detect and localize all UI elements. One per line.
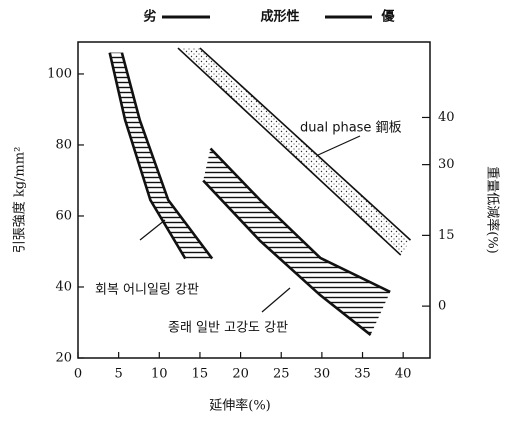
y2-tick-label: 0 — [438, 299, 446, 314]
x-tick-label: 35 — [354, 367, 371, 382]
y-tick-label: 20 — [55, 351, 72, 366]
band-label: dual phase 鋼板 — [300, 121, 402, 136]
x-tick-label: 10 — [151, 367, 168, 382]
y-tick-label: 80 — [55, 137, 72, 152]
x-axis-label: 延伸率(%) — [209, 398, 271, 414]
y2-axis-label: 重量低減率(%) — [485, 166, 501, 254]
scale-title: 成形性 — [260, 9, 299, 25]
arrow — [139, 219, 166, 241]
x-tick-label: 40 — [395, 367, 412, 382]
plot-frame — [77, 41, 431, 359]
x-tick-label: 30 — [314, 367, 331, 382]
band-edge — [120, 52, 214, 260]
band-edge — [202, 179, 372, 336]
x-tick-label: 15 — [192, 367, 209, 382]
scale-low: 劣 — [143, 9, 156, 25]
band-edge — [199, 47, 412, 241]
y-tick-label: 100 — [47, 66, 72, 81]
y2-tick-label: 30 — [438, 157, 455, 172]
y2-tick-label: 40 — [438, 110, 455, 125]
band-fill — [177, 48, 411, 256]
band-edge — [209, 147, 391, 294]
band-edge — [177, 47, 402, 256]
y-tick-label: 40 — [55, 279, 72, 294]
band-fill — [203, 148, 391, 335]
y2-tick-label: 15 — [438, 228, 455, 243]
x-tick-label: 5 — [115, 367, 123, 382]
y-axis-label: 引張強度 kg/mm² — [12, 147, 28, 254]
x-tick-label: 25 — [273, 367, 290, 382]
x-tick-label: 0 — [74, 367, 82, 382]
scale-high: 優 — [380, 9, 395, 25]
band-label: 종래 일반 고강도 강판 — [168, 321, 288, 336]
y-tick-label: 60 — [55, 208, 72, 223]
band-edge — [108, 52, 187, 260]
band-fill — [109, 52, 213, 259]
x-tick-label: 20 — [232, 367, 249, 382]
arrow — [317, 135, 361, 156]
band-label: 회복 어니일링 강판 — [95, 283, 199, 298]
arrow — [261, 287, 291, 313]
